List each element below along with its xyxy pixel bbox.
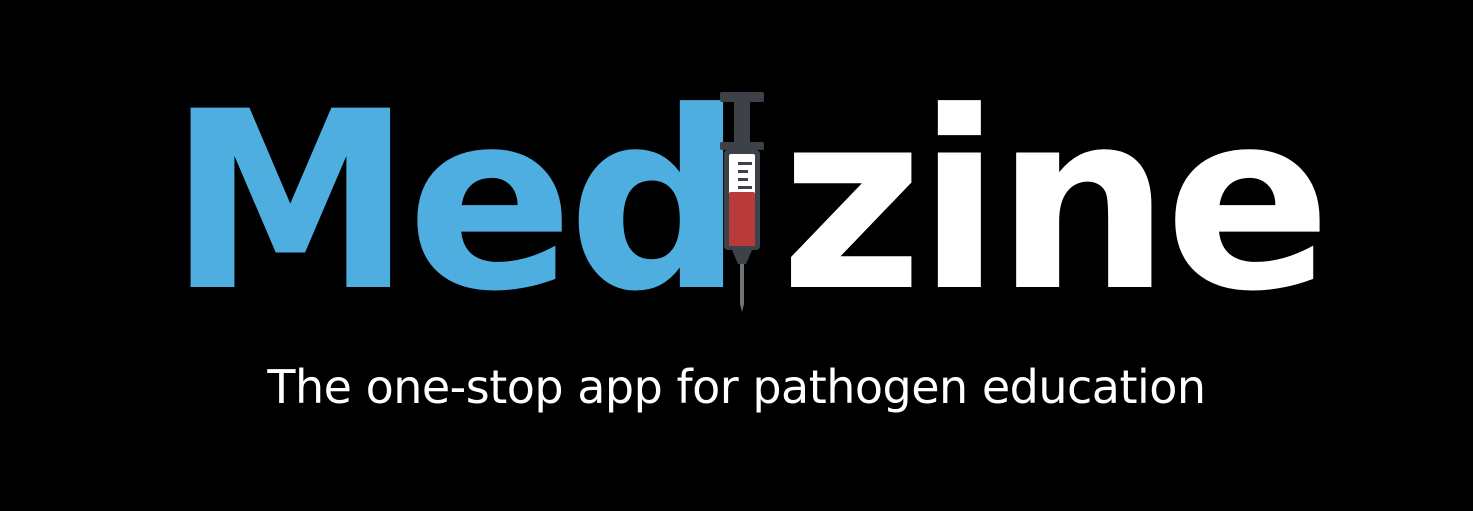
logo-text-med: Med (168, 60, 744, 346)
logo-text-zine: zine (780, 60, 1331, 346)
logo: Med zine (0, 60, 1473, 346)
syringe-icon (720, 92, 764, 312)
tagline: The one-stop app for pathogen education (267, 360, 1206, 414)
